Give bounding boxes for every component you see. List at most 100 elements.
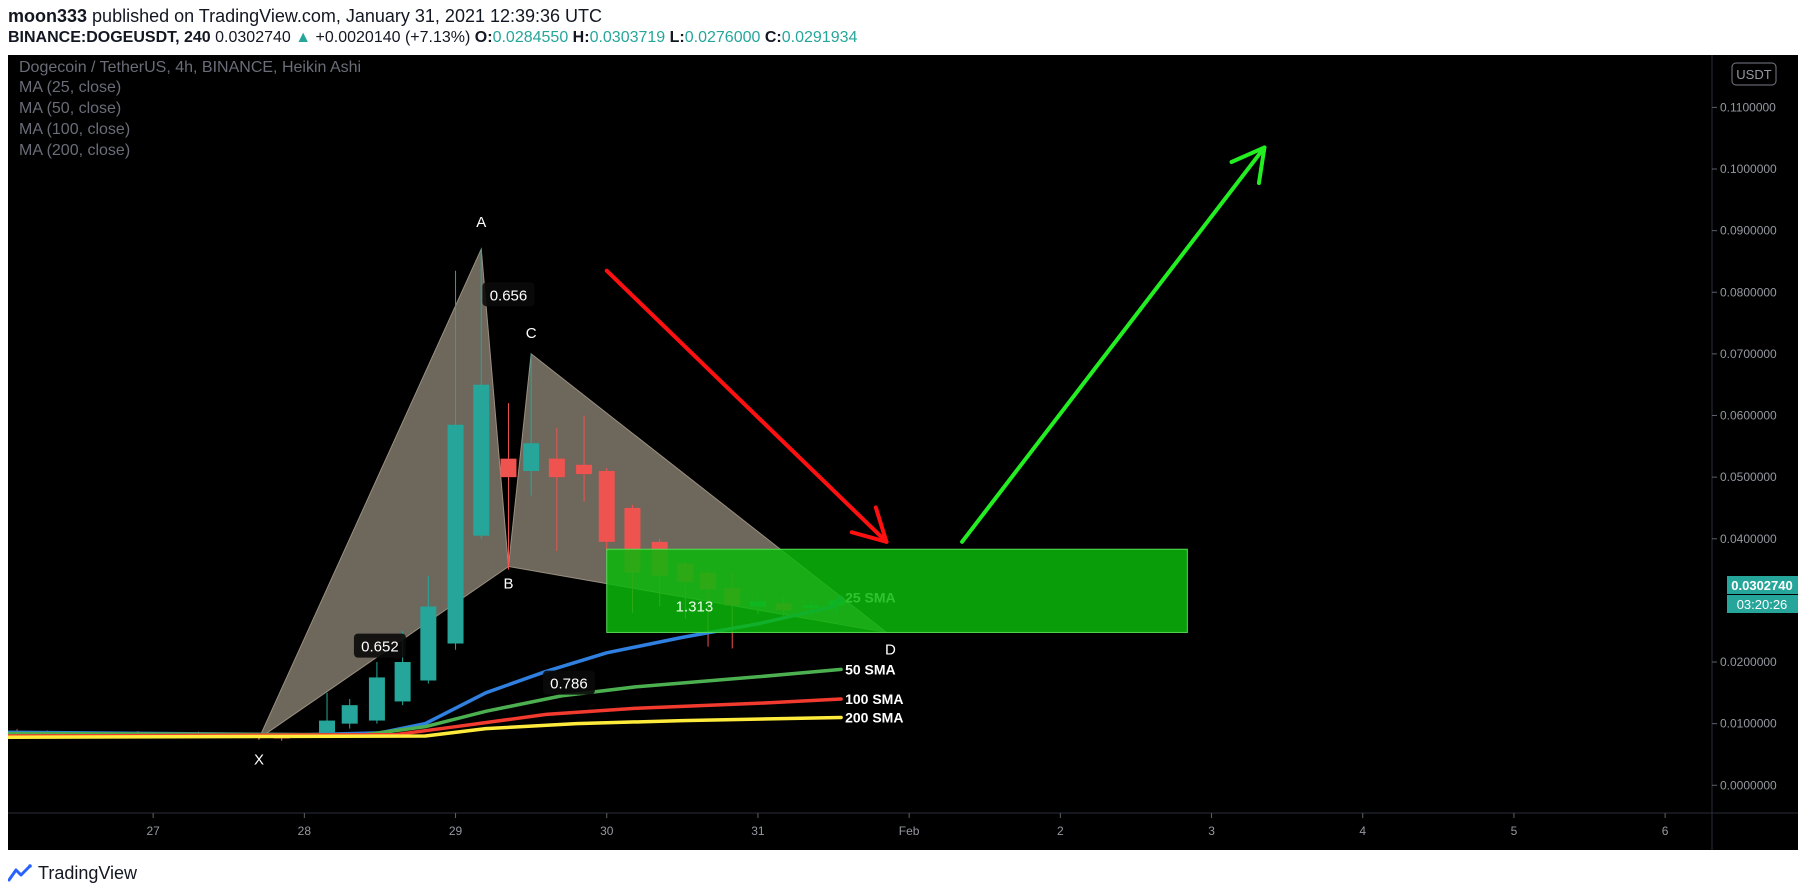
price-tick-label: 0.0700000 [1720, 347, 1777, 361]
time-tick-label: 28 [298, 824, 312, 838]
legend-ma200[interactable]: MA (200, close) [19, 142, 130, 159]
point-label-b: B [503, 575, 513, 592]
tradingview-logo[interactable]: TradingView [8, 860, 137, 886]
author-name[interactable]: moon333 [8, 6, 88, 26]
ratio-label: 1.313 [676, 599, 714, 616]
price-axis[interactable]: 0.1100000 0.1000000 0.0900000 0.0800000 0.07… [1712, 100, 1777, 792]
price-tick-label: 0.0000000 [1720, 778, 1777, 792]
time-tick-label: 3 [1208, 824, 1215, 838]
price-tick-label: 0.0600000 [1720, 409, 1777, 423]
point-label-a: A [476, 214, 486, 231]
arrows [604, 145, 1267, 544]
ratio-label-box [542, 670, 595, 695]
candle [523, 353, 540, 496]
legend-ma50[interactable]: MA (50, close) [19, 100, 121, 117]
time-axis[interactable]: 27 28 29 30 31 Feb 2 3 4 5 6 [146, 813, 1669, 838]
point-label-d: D [885, 641, 896, 658]
low-label: L: [669, 29, 685, 46]
candle [500, 403, 517, 570]
candle [548, 427, 565, 552]
change-up-icon: ▲ [295, 29, 312, 46]
time-tick-label: 5 [1511, 824, 1518, 838]
legend-ma100[interactable]: MA (100, close) [19, 121, 130, 138]
time-tick-label: Feb [899, 824, 920, 838]
candle-body [447, 424, 464, 644]
currency-badge[interactable]: USDT [1731, 62, 1777, 86]
down-arrow-icon [604, 268, 889, 544]
pattern-labels: X A B C D 0.656 0.652 0.786 1.313 [254, 214, 896, 768]
candle-body [420, 606, 437, 681]
price-tick-label: 0.0500000 [1720, 470, 1777, 484]
time-tick-label: 29 [449, 824, 463, 838]
open-value: 0.0284550 [492, 29, 569, 46]
current-price: 0.0302740 [215, 29, 291, 46]
close-value: 0.0291934 [781, 29, 858, 46]
last-price-box [1727, 576, 1798, 594]
price-tick-label: 0.0200000 [1720, 655, 1777, 669]
open-label: O: [474, 29, 493, 46]
candle-body [500, 458, 517, 478]
tradingview-logo-icon [8, 864, 32, 882]
price-tick-label: 0.1000000 [1720, 162, 1777, 176]
publish-date: published on TradingView.com, January 31… [92, 6, 603, 26]
close-label: C: [764, 29, 782, 46]
price-tick-label: 0.1100000 [1720, 100, 1776, 114]
target-zone-box [606, 548, 1188, 633]
candle-body [473, 384, 490, 536]
legend-ma25[interactable]: MA (25, close) [19, 79, 121, 96]
time-tick-label: 4 [1359, 824, 1366, 838]
arrow-head [1229, 145, 1267, 186]
candle [576, 415, 593, 502]
time-tick-label: 31 [751, 824, 765, 838]
candle-body [319, 720, 336, 736]
currency-label: USDT [1736, 67, 1771, 82]
ratio-label: 0.786 [550, 676, 588, 693]
candle-body [341, 705, 358, 724]
symbol-info: BINANCE:DOGEUSDT, 240 0.0302740 ▲ +0.002… [8, 29, 857, 47]
brand-name: TradingView [38, 862, 138, 883]
arrow-shaft [960, 145, 1267, 544]
sma-label: 50 SMA [845, 661, 896, 677]
chart-background [8, 55, 1798, 850]
high-label: H: [572, 29, 590, 46]
legend-title: Dogecoin / TetherUS, 4h, BINANCE, Heikin… [19, 59, 361, 76]
symbol-name: BINANCE:DOGEUSDT, 240 [8, 29, 211, 46]
ratio-label-box [482, 282, 535, 307]
publish-info: moon333 published on TradingView.com, Ja… [8, 6, 602, 27]
ratio-label-box [353, 633, 406, 658]
price-change: +0.0020140 (+7.13%) [315, 29, 471, 46]
sma-label: 200 SMA [845, 709, 903, 725]
last-price-text: 0.0302740 [1731, 578, 1792, 593]
candle-body [368, 677, 385, 721]
point-label-c: C [526, 325, 537, 342]
time-tick-label: 6 [1662, 824, 1669, 838]
countdown-box [1727, 595, 1798, 613]
currency-badge-frame [1731, 62, 1777, 86]
legend: Dogecoin / TetherUS, 4h, BINANCE, Heikin… [19, 59, 361, 159]
time-tick-label: 30 [600, 824, 614, 838]
price-tick-label: 0.0800000 [1720, 285, 1777, 299]
up-arrow-icon [960, 145, 1267, 544]
price-tick-label: 0.0400000 [1720, 532, 1777, 546]
candle [420, 575, 437, 684]
countdown-text: 03:20:26 [1737, 597, 1788, 612]
sma-label: 100 SMA [845, 691, 903, 707]
candle-body [576, 464, 593, 475]
target-zone [606, 548, 1188, 633]
candle-body [523, 443, 540, 471]
ratio-label: 0.652 [361, 639, 399, 656]
candle [319, 692, 336, 738]
arrow-shaft [604, 268, 889, 544]
sma-line [8, 715, 843, 739]
candle [368, 662, 385, 724]
last-price-marker: 0.0302740 03:20:26 [1727, 576, 1798, 613]
ratio-label: 0.656 [490, 287, 528, 304]
high-value: 0.0303719 [589, 29, 666, 46]
low-value: 0.0276000 [684, 29, 761, 46]
price-tick-label: 0.0100000 [1720, 717, 1777, 731]
time-tick-label: 27 [146, 824, 160, 838]
candle-body [548, 458, 565, 478]
time-tick-label: 2 [1057, 824, 1064, 838]
candle [473, 249, 490, 539]
